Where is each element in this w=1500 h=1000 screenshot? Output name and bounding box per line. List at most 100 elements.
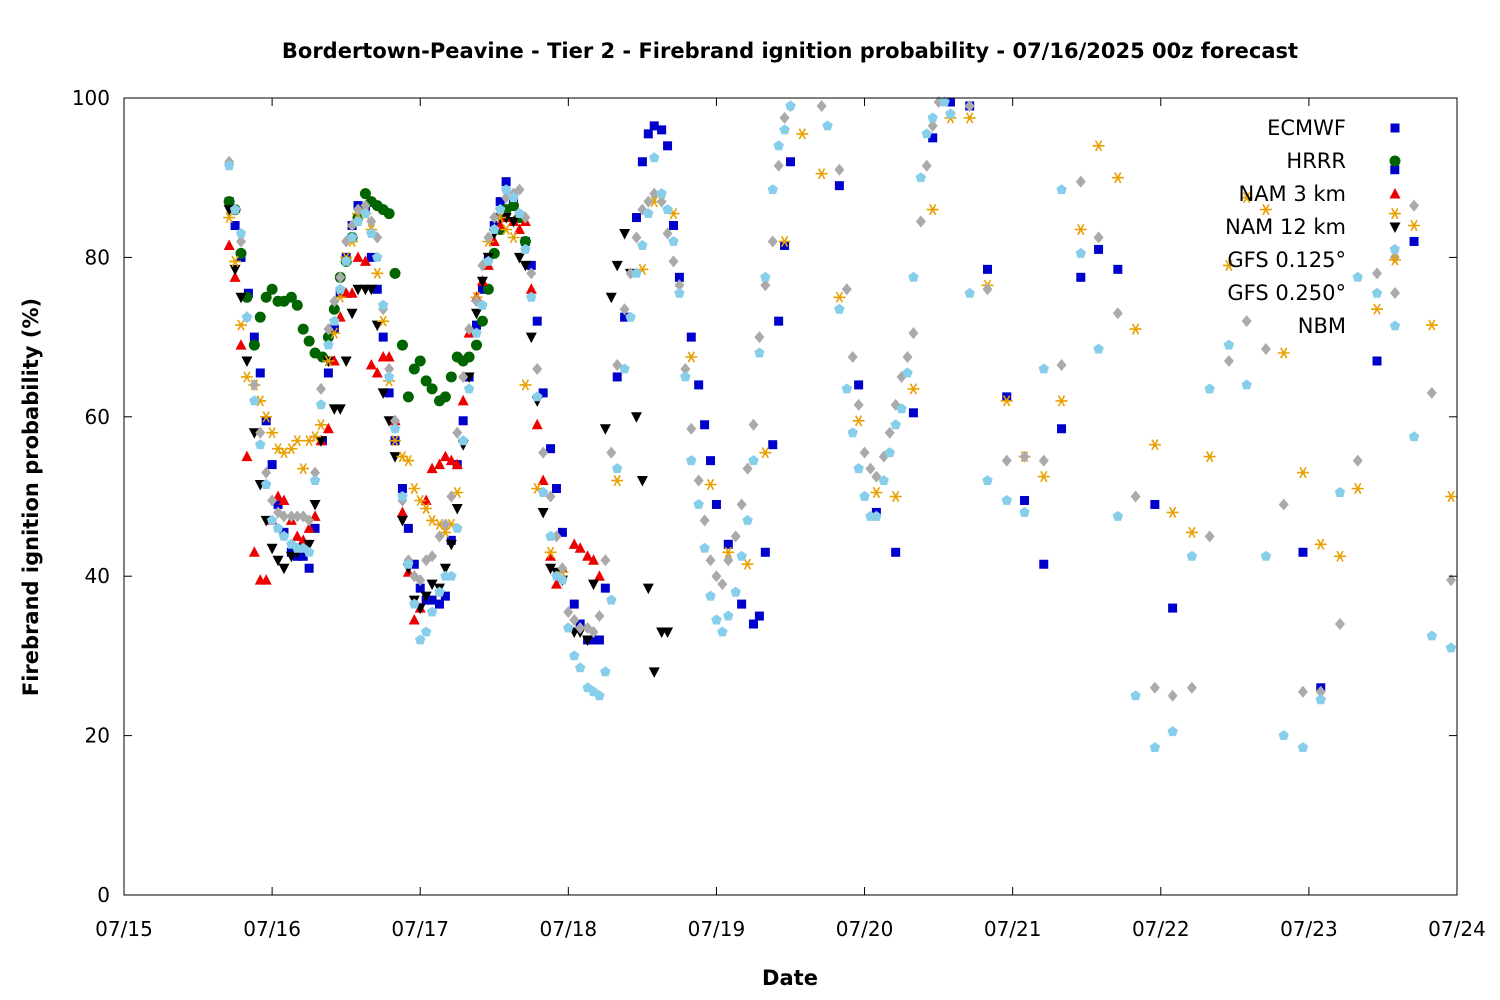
data-point bbox=[260, 291, 272, 303]
data-point bbox=[705, 590, 716, 601]
data-point bbox=[662, 227, 673, 240]
data-point bbox=[668, 221, 678, 231]
data-point bbox=[414, 494, 427, 507]
data-point bbox=[760, 547, 770, 557]
data-point bbox=[1223, 355, 1234, 368]
data-point bbox=[1389, 243, 1400, 254]
data-point bbox=[785, 100, 796, 111]
data-point bbox=[704, 478, 717, 491]
data-point bbox=[266, 543, 278, 555]
data-point bbox=[452, 426, 463, 439]
data-point bbox=[778, 235, 791, 248]
data-point bbox=[662, 627, 674, 638]
data-point bbox=[1240, 192, 1253, 204]
data-point bbox=[291, 299, 303, 311]
data-point bbox=[1019, 506, 1030, 517]
legend-label: NAM 12 km bbox=[1225, 215, 1346, 239]
data-point bbox=[519, 235, 531, 247]
data-point bbox=[229, 255, 242, 267]
data-point bbox=[255, 368, 265, 378]
data-point bbox=[928, 133, 938, 143]
data-point bbox=[352, 216, 364, 226]
data-point bbox=[927, 119, 938, 132]
data-point bbox=[889, 490, 902, 503]
x-tick-label: 07/23 bbox=[1280, 917, 1338, 941]
data-point bbox=[403, 523, 413, 533]
data-point bbox=[315, 399, 327, 410]
data-point bbox=[241, 356, 253, 368]
data-point bbox=[501, 191, 512, 204]
data-point bbox=[582, 550, 594, 561]
data-point bbox=[525, 283, 537, 294]
data-point bbox=[538, 388, 548, 398]
data-point bbox=[1241, 315, 1252, 328]
data-point bbox=[786, 157, 795, 167]
data-point bbox=[266, 514, 278, 525]
data-point bbox=[774, 316, 784, 326]
data-point bbox=[1223, 339, 1235, 350]
data-point bbox=[285, 443, 298, 455]
data-point bbox=[588, 625, 599, 638]
data-point bbox=[574, 542, 586, 553]
data-point bbox=[230, 221, 240, 231]
data-point bbox=[649, 121, 659, 131]
data-point bbox=[656, 188, 667, 199]
data-point bbox=[686, 332, 696, 342]
data-point bbox=[526, 291, 537, 302]
data-point bbox=[569, 599, 579, 609]
data-point bbox=[759, 447, 772, 459]
data-point bbox=[463, 383, 475, 394]
data-point bbox=[458, 416, 468, 426]
data-point bbox=[538, 446, 549, 459]
data-point bbox=[1260, 343, 1271, 356]
data-point bbox=[359, 255, 371, 266]
data-point bbox=[309, 431, 322, 443]
data-point bbox=[945, 108, 956, 119]
data-point bbox=[255, 426, 266, 439]
data-point bbox=[389, 435, 401, 447]
data-point bbox=[525, 332, 537, 344]
data-point bbox=[384, 362, 395, 375]
data-point bbox=[779, 124, 790, 135]
data-point bbox=[1094, 244, 1104, 254]
data-point bbox=[531, 418, 543, 430]
data-point bbox=[1020, 495, 1030, 505]
y-tick-label: 100 bbox=[72, 86, 110, 110]
data-point bbox=[1277, 347, 1290, 359]
data-point bbox=[249, 332, 259, 342]
data-point bbox=[1075, 175, 1086, 188]
data-point bbox=[329, 295, 340, 308]
data-point bbox=[439, 391, 451, 403]
data-point bbox=[723, 554, 734, 567]
data-point bbox=[982, 475, 993, 485]
data-point bbox=[871, 510, 882, 521]
data-point bbox=[360, 199, 371, 212]
series-points bbox=[223, 96, 1457, 752]
data-point bbox=[1334, 550, 1346, 562]
data-point bbox=[816, 99, 827, 112]
data-point bbox=[1167, 689, 1178, 702]
x-tick-label: 07/21 bbox=[984, 917, 1042, 941]
data-point bbox=[452, 522, 463, 533]
data-point bbox=[1445, 642, 1457, 653]
data-point bbox=[1001, 495, 1012, 505]
data-point bbox=[1315, 694, 1326, 705]
data-point bbox=[1074, 223, 1087, 236]
data-point bbox=[648, 667, 660, 678]
data-point bbox=[1372, 267, 1383, 280]
data-point bbox=[1409, 199, 1420, 212]
data-point bbox=[420, 375, 432, 387]
data-point bbox=[236, 235, 247, 248]
data-point bbox=[366, 215, 377, 228]
data-point bbox=[748, 418, 759, 431]
data-point bbox=[674, 287, 685, 298]
data-point bbox=[649, 152, 660, 163]
data-point bbox=[304, 514, 315, 527]
data-point bbox=[261, 416, 271, 426]
data-point bbox=[335, 283, 346, 294]
data-point bbox=[1150, 499, 1160, 509]
data-point bbox=[297, 323, 309, 335]
data-point bbox=[557, 574, 568, 585]
data-point bbox=[1298, 547, 1308, 557]
